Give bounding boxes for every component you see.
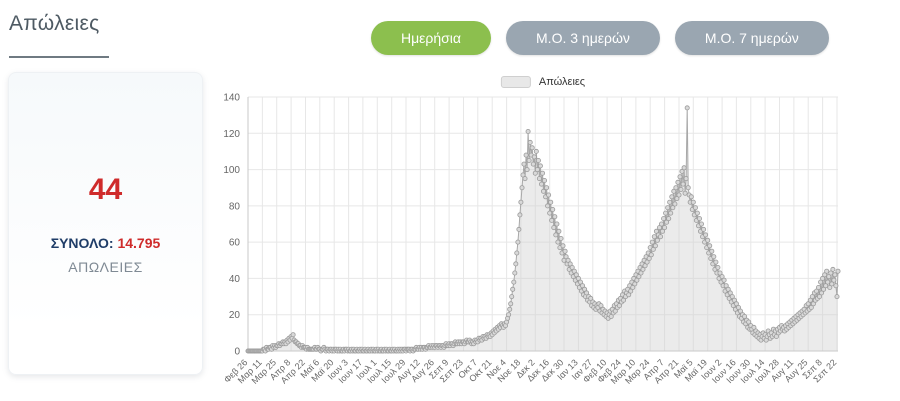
card-caption: ΑΠΩΛΕΙΕΣ [68,258,143,275]
title-underline [9,56,109,58]
loss-chart-container: Απώλειες Φεβ 26 Μαρ 11 Μαρ 25 Απρ 8 Απρ 22 Μα… [215,76,875,401]
svg-text:100: 100 [223,165,240,176]
total-row: ΣΥΝΟΛΟ: 14.795 [51,235,161,251]
total-value: 14.795 [117,234,161,251]
page-title: Απώλειες [9,12,100,35]
legend-swatch [500,76,531,88]
view-toggle-group: Ημερήσια Μ.Ο. 3 ημερών Μ.Ο. 7 ημερών [371,21,829,55]
svg-text:0: 0 [234,347,240,358]
today-count: 44 [88,172,123,206]
legend-label: Απώλειες [538,76,586,88]
svg-text:20: 20 [229,310,241,321]
svg-text:60: 60 [229,238,241,249]
total-label: ΣΥΝΟΛΟ: [50,234,114,251]
svg-text:120: 120 [223,129,240,140]
svg-text:140: 140 [223,93,240,104]
svg-text:80: 80 [229,201,241,212]
summary-card: 44 ΣΥΝΟΛΟ: 14.795 ΑΠΩΛΕΙΕΣ [8,72,203,375]
daily-button[interactable]: Ημερήσια [371,21,492,55]
svg-text:40: 40 [229,274,241,285]
avg-7-day-button[interactable]: Μ.Ο. 7 ημερών [674,21,829,55]
chart-legend[interactable]: Απώλειες [500,76,586,88]
avg-3-day-button[interactable]: Μ.Ο. 3 ημερών [506,21,660,55]
